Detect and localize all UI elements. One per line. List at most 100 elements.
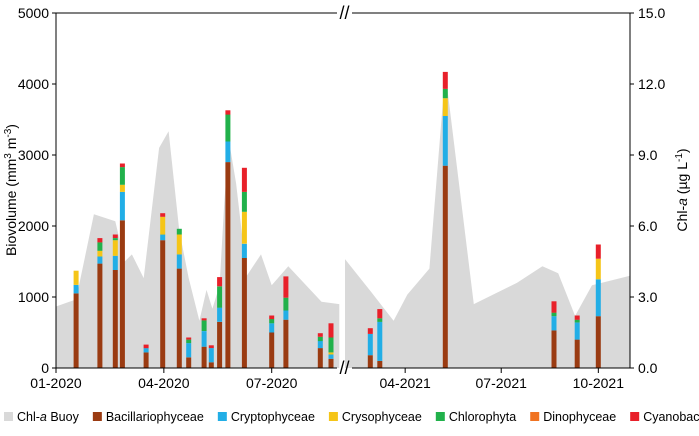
- legend-item: Cryptophyceae: [217, 410, 315, 424]
- stacked-bar: [143, 344, 149, 368]
- x-tick-label: 01-2020: [30, 375, 82, 391]
- bar-segment-bacillariophyceae: [73, 293, 79, 368]
- y-left-tick-label: 5000: [18, 5, 49, 21]
- stacked-bar: [112, 234, 118, 368]
- bar-segment-chlorophyta: [328, 337, 334, 353]
- stacked-bar: [208, 345, 214, 368]
- bar-segment-cryptophyceae: [201, 331, 207, 347]
- y-left-tick-label: 0: [41, 360, 49, 376]
- bar-segment-crysophyceae: [595, 258, 601, 280]
- bar-segment-chlorophyta: [176, 228, 182, 235]
- bar-segment-cyanobacteria: [208, 345, 214, 349]
- x-tick-label: 07-2020: [246, 375, 298, 391]
- bar-segment-crysophyceae: [176, 234, 182, 255]
- stacked-bar: [551, 301, 557, 368]
- bar-segment-bacillariophyceae: [574, 339, 580, 368]
- stacked-bar: [217, 277, 223, 368]
- bar-segment-bacillariophyceae: [97, 263, 103, 368]
- bar-segment-chlorophyta: [119, 167, 125, 185]
- x-tick-label: 07-2021: [476, 375, 528, 391]
- bar-segment-cryptophyceae: [225, 141, 231, 163]
- legend-label: Crysophyceae: [342, 410, 422, 424]
- legend-item: Crysophyceae: [328, 410, 422, 424]
- stacked-bar: [201, 318, 207, 368]
- y-left-tick-label: 2000: [18, 218, 49, 234]
- bar-segment-cryptophyceae: [595, 279, 601, 317]
- y-right-tick-label: 0.0: [638, 360, 658, 376]
- bar-segment-chlorophyta: [97, 242, 103, 251]
- bar-segment-chlorophyta: [112, 238, 118, 241]
- chl-a-area-layer: [56, 72, 630, 368]
- stacked-bar: [176, 228, 182, 368]
- bar-segment-cyanobacteria: [201, 318, 207, 321]
- stacked-bar: [269, 315, 275, 368]
- bar-segment-cyanobacteria: [283, 276, 289, 298]
- bar-segment-bacillariophyceae: [208, 362, 214, 368]
- stacked-bar: [367, 328, 373, 368]
- bar-segment-cryptophyceae: [186, 343, 192, 358]
- bar-segment-cyanobacteria: [595, 244, 601, 259]
- axis-break-marker: //: [339, 358, 349, 378]
- bar-segment-cryptophyceae: [160, 234, 166, 241]
- bar-segment-chlorophyta: [186, 339, 192, 344]
- bar-segment-bacillariophyceae: [160, 240, 166, 368]
- legend-swatch: [4, 412, 13, 421]
- bar-segment-crysophyceae: [97, 250, 103, 257]
- axes-layer: // // 0 1000 2000 3000 4000 5000 0.0 3.0 6.0 9.0 12.…: [18, 3, 666, 391]
- bar-segment-cryptophyceae: [112, 255, 118, 270]
- legend-item: Chl-a Buoy: [4, 410, 80, 424]
- bar-segment-cryptophyceae: [217, 307, 223, 322]
- bar-segment-cryptophyceae: [97, 256, 103, 264]
- y-right-tick-label: 15.0: [638, 5, 665, 21]
- bar-segment-bacillariophyceae: [551, 330, 557, 368]
- bar-segment-bacillariophyceae: [143, 352, 149, 368]
- bar-segment-cyanobacteria: [367, 328, 373, 334]
- bar-segment-bacillariophyceae: [112, 270, 118, 368]
- bar-segment-chlorophyta: [551, 312, 557, 317]
- legend-swatch: [435, 412, 445, 421]
- bar-segment-bacillariophyceae: [328, 358, 334, 368]
- stacked-bar: [574, 315, 580, 368]
- legend-label: Cryptophyceae: [231, 410, 315, 424]
- bar-segment-bacillariophyceae: [595, 316, 601, 368]
- legend-item: Bacillariophyceae: [92, 410, 204, 424]
- bar-segment-cyanobacteria: [160, 213, 166, 217]
- x-tick-label: 04-2020: [138, 375, 190, 391]
- bar-segment-crysophyceae: [442, 98, 448, 116]
- bar-segment-bacillariophyceae: [176, 268, 182, 368]
- bar-segment-crysophyceae: [160, 216, 166, 235]
- stacked-bar: [442, 71, 448, 368]
- stacked-bar: [119, 163, 125, 368]
- bar-segment-cryptophyceae: [551, 316, 557, 331]
- y-left-tick-label: 3000: [18, 147, 49, 163]
- bar-segment-cyanobacteria: [241, 167, 247, 192]
- bar-segment-cyanobacteria: [269, 315, 275, 320]
- bar-segment-bacillariophyceae: [225, 162, 231, 368]
- bar-segment-bacillariophyceae: [317, 348, 323, 368]
- legend-swatch: [92, 412, 102, 421]
- legend-label: Dinophyceae: [543, 410, 616, 424]
- bar-layer: [73, 71, 601, 368]
- bar-segment-cryptophyceae: [367, 333, 373, 356]
- bar-segment-crysophyceae: [112, 240, 118, 256]
- bar-segment-chlorophyta: [442, 89, 448, 99]
- bar-segment-bacillariophyceae: [217, 321, 223, 368]
- stacked-bar: [225, 110, 231, 368]
- y-right-axis-title: Chl-a (µg L-1): [674, 148, 690, 231]
- bar-segment-crysophyceae: [241, 211, 247, 244]
- bar-segment-cyanobacteria: [119, 163, 125, 168]
- bar-segment-chlorophyta: [574, 319, 580, 323]
- bar-segment-cryptophyceae: [176, 254, 182, 269]
- bar-segment-cryptophyceae: [377, 321, 383, 361]
- chl-a-area-1: [56, 131, 340, 368]
- stacked-bar: [328, 323, 334, 368]
- bar-segment-cryptophyceae: [328, 354, 334, 359]
- legend-label: Bacillariophyceae: [106, 410, 204, 424]
- bar-segment-crysophyceae: [73, 270, 79, 285]
- bar-segment-cryptophyceae: [574, 322, 580, 340]
- legend-swatch: [630, 412, 640, 421]
- bar-segment-bacillariophyceae: [186, 357, 192, 368]
- legend-swatch: [530, 412, 540, 421]
- bar-segment-cryptophyceae: [283, 310, 289, 320]
